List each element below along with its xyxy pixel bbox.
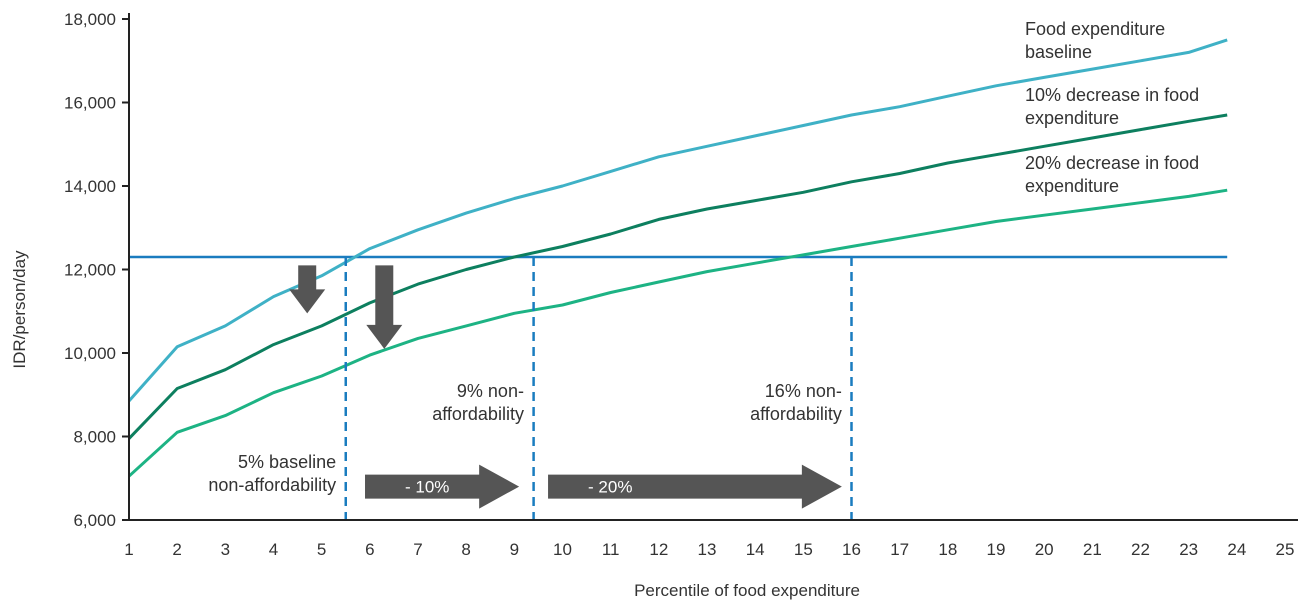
annotation-1-line-0: 9% non-: [457, 381, 524, 401]
y-tick-label-6: 18,000: [64, 10, 116, 29]
drop-arrow-1: [366, 265, 403, 349]
x-tick-label-16: 17: [890, 540, 909, 559]
y-tick-label-3: 12,000: [64, 261, 116, 280]
x-tick-label-22: 23: [1179, 540, 1198, 559]
x-tick-label-9: 10: [553, 540, 572, 559]
x-tick-label-23: 24: [1227, 540, 1246, 559]
axes-layer: [122, 13, 1298, 521]
x-tick-label-12: 13: [698, 540, 717, 559]
reduction-arrow-0: [365, 464, 520, 509]
x-tick-label-10: 11: [602, 540, 620, 559]
x-tick-label-5: 6: [365, 540, 374, 559]
y-tick-label-5: 16,000: [64, 94, 116, 113]
series-label-2-line-0: 20% decrease in food: [1025, 153, 1199, 173]
annotation-2-line-0: 16% non-: [765, 381, 842, 401]
annotation-0-line-1: non-affordability: [208, 475, 336, 495]
y-tick-label-2: 10,000: [64, 344, 116, 363]
series-line-1: [127, 113, 1228, 440]
x-tick-label-2: 3: [221, 540, 230, 559]
arrow-layer: - 10% - 20%: [289, 265, 842, 509]
annotation-2-line-1: affordability: [750, 404, 842, 424]
x-axis-title: Percentile of food expenditure: [634, 581, 860, 600]
x-tick-label-4: 5: [317, 540, 326, 559]
drop-arrow-0: [289, 265, 326, 314]
series-line-2: [127, 188, 1228, 478]
series-label-0-line-1: baseline: [1025, 42, 1092, 62]
x-tick-label-18: 19: [987, 540, 1006, 559]
x-tick-label-21: 22: [1131, 540, 1150, 559]
text-layer: 6,000 8,000 10,000 12,000 14,000 16,000 18,000…: [10, 10, 1294, 600]
series-label-2-line-1: expenditure: [1025, 176, 1119, 196]
series-label-0-line-0: Food expenditure: [1025, 19, 1165, 39]
series-label-1-line-1: expenditure: [1025, 108, 1119, 128]
series-label-1-line-0: 10% decrease in food: [1025, 85, 1199, 105]
reduction-arrow-label-1: - 20%: [588, 478, 632, 497]
x-tick-label-6: 7: [413, 540, 422, 559]
reduction-arrow-1: [548, 464, 842, 509]
x-tick-label-8: 9: [510, 540, 519, 559]
x-tick-label-19: 20: [1035, 540, 1054, 559]
annotation-1-line-1: affordability: [432, 404, 524, 424]
x-tick-label-3: 4: [269, 540, 278, 559]
x-tick-label-7: 8: [461, 540, 470, 559]
x-tick-label-0: 1: [124, 540, 133, 559]
x-tick-label-13: 14: [746, 540, 765, 559]
x-tick-label-14: 15: [794, 540, 813, 559]
x-tick-label-11: 12: [649, 540, 668, 559]
annotation-0-line-0: 5% baseline: [238, 452, 336, 472]
y-axis-title: IDR/person/day: [10, 250, 29, 369]
reduction-arrow-label-0: - 10%: [405, 478, 449, 497]
y-tick-label-0: 6,000: [73, 511, 116, 530]
x-tick-label-20: 21: [1083, 540, 1102, 559]
y-tick-label-1: 8,000: [73, 428, 116, 447]
y-tick-label-4: 14,000: [64, 177, 116, 196]
x-tick-label-15: 16: [842, 540, 861, 559]
x-tick-label-24: 25: [1276, 540, 1295, 559]
x-tick-label-17: 18: [938, 540, 957, 559]
x-tick-label-1: 2: [172, 540, 181, 559]
